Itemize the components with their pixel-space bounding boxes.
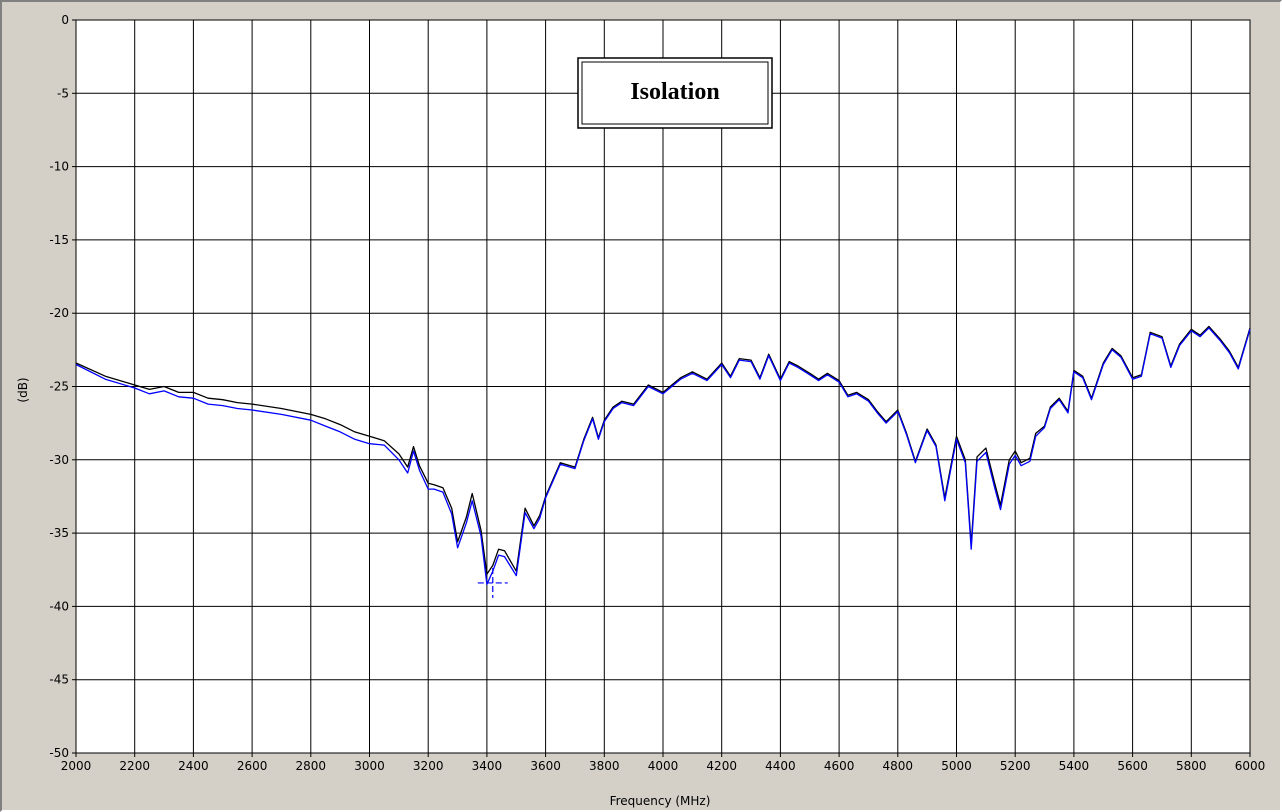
- x-tick-label: 6000: [1235, 759, 1266, 773]
- y-tick-label: -45: [49, 673, 69, 687]
- x-tick-label: 5600: [1117, 759, 1148, 773]
- y-tick-label: 0: [61, 13, 69, 27]
- y-tick-label: -15: [49, 233, 69, 247]
- x-tick-label: 2800: [296, 759, 327, 773]
- x-tick-label: 3400: [472, 759, 503, 773]
- y-tick-label: -25: [49, 380, 69, 394]
- x-tick-label: 5200: [1000, 759, 1031, 773]
- series-line-2: [75, 327, 1251, 586]
- x-tick-label: 5800: [1176, 759, 1207, 773]
- y-tick-label: -40: [49, 599, 69, 613]
- y-tick-label: -35: [49, 526, 69, 540]
- x-tick-label: 4600: [824, 759, 855, 773]
- marker-crosshair-icon: [477, 567, 508, 598]
- y-tick-label: -20: [49, 306, 69, 320]
- x-tick-label: 2600: [237, 759, 268, 773]
- x-tick-label: 4800: [883, 759, 914, 773]
- x-tick-label: 2200: [119, 759, 150, 773]
- x-tick-label: 5400: [1059, 759, 1090, 773]
- x-tick-label: 3600: [530, 759, 561, 773]
- marker-layer: [477, 567, 508, 598]
- series-layer: [75, 325, 1251, 586]
- y-tick-label: -30: [49, 453, 69, 467]
- x-tick-label: 4400: [765, 759, 796, 773]
- x-tick-label: 5000: [941, 759, 972, 773]
- x-tick-label: 2400: [178, 759, 209, 773]
- x-tick-label: 4000: [648, 759, 679, 773]
- axis-ticks: 2000 2200 2400 2600 2800 3000 3200 3400 3600 3800…: [49, 13, 1265, 773]
- grid-lines: [75, 19, 1251, 754]
- y-axis-title: (dB): [16, 377, 30, 402]
- x-tick-label: 3200: [413, 759, 444, 773]
- y-tick-label: -5: [57, 86, 69, 100]
- legend-box: Isolation: [577, 57, 773, 129]
- y-tick-label: -10: [49, 160, 69, 174]
- y-tick-label: -50: [49, 746, 69, 760]
- x-tick-label: 4200: [706, 759, 737, 773]
- x-tick-label: 3000: [354, 759, 385, 773]
- x-axis-title: Frequency (MHz): [610, 794, 711, 808]
- chart-title: Isolation: [630, 79, 719, 105]
- x-tick-label: 2000: [61, 759, 92, 773]
- x-tick-label: 3800: [589, 759, 620, 773]
